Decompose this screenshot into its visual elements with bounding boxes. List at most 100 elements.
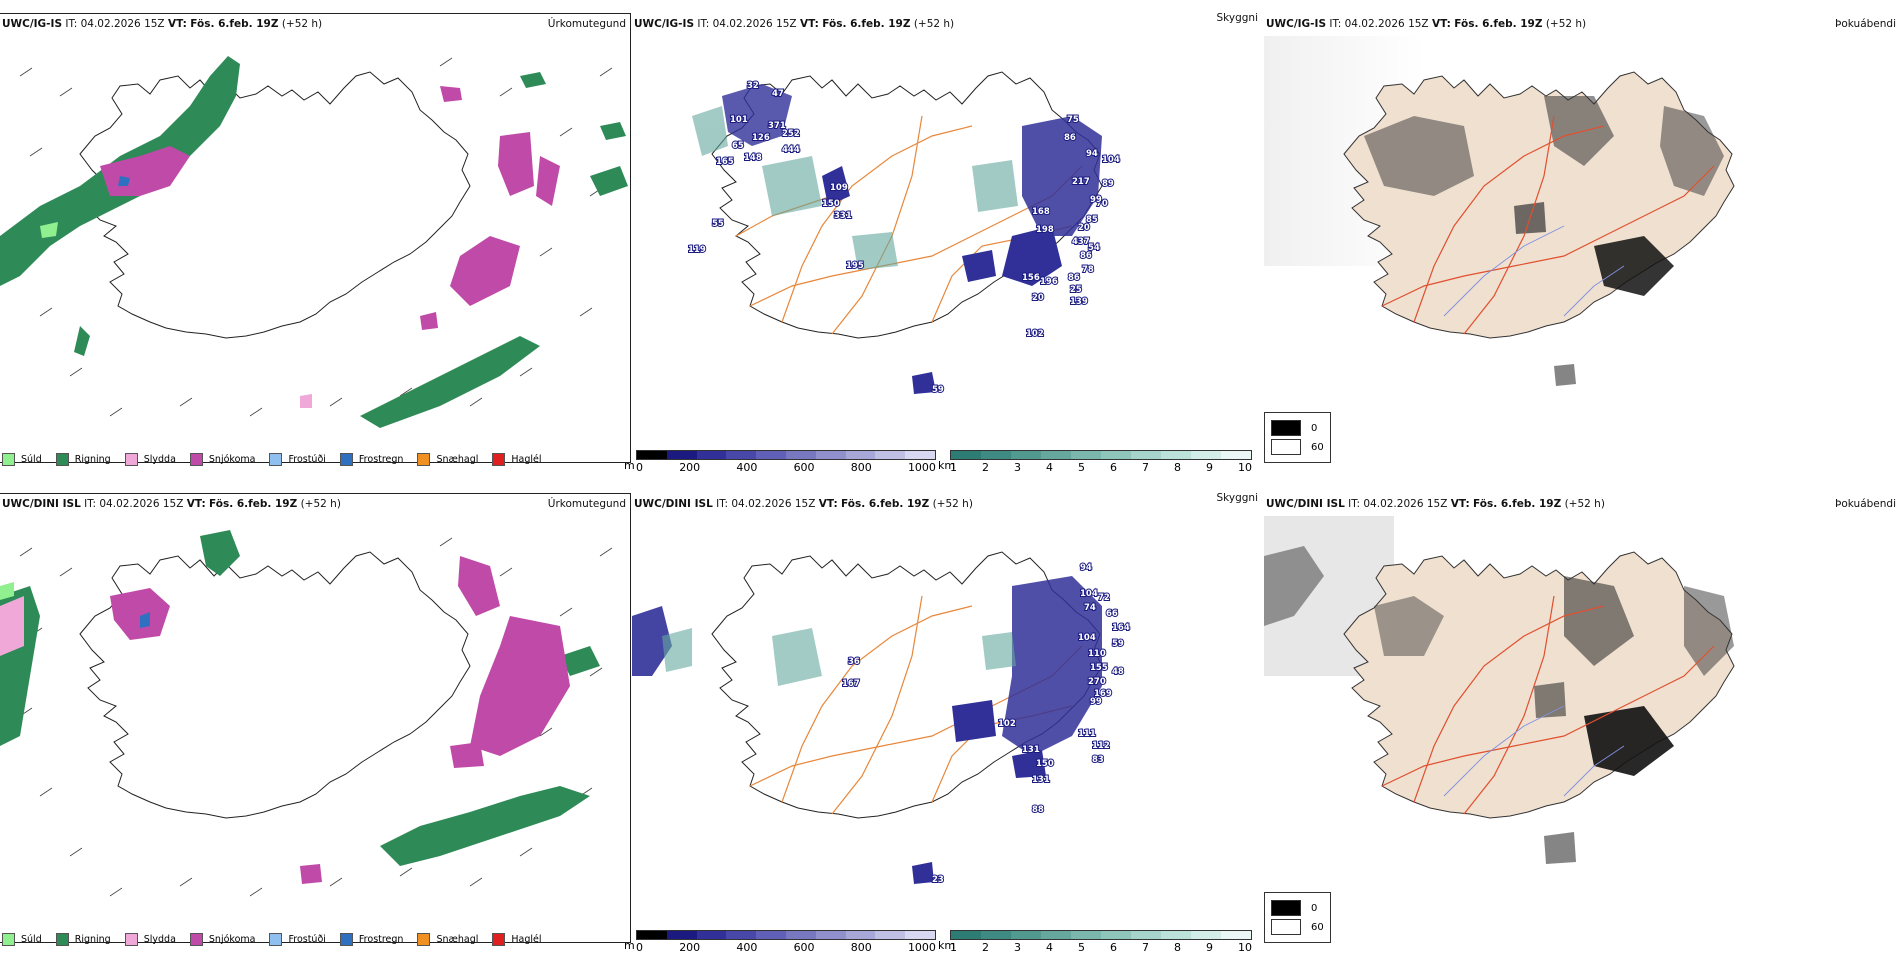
cloud-base-value: 83 xyxy=(1092,755,1104,765)
precip-type-legend: Súld Rigning Slydda Snjókoma Frostúði Frostre… xyxy=(2,450,556,468)
panel-header: UWC/IG-IS IT: 04.02.2026 15Z VT: Fös. 6.… xyxy=(2,18,626,34)
cloud-base-value: 86 xyxy=(1068,273,1080,283)
cloud-base-value: 94 xyxy=(1080,563,1092,573)
cloud-base-value: 111 xyxy=(1078,729,1096,739)
panel-title: Þokuábendi xyxy=(1835,18,1896,30)
cloud-base-value: 99 xyxy=(1090,195,1102,205)
scale-tick-label: 600 xyxy=(793,941,815,954)
cloud-base-value: 36 xyxy=(848,657,860,667)
fog-indicator-map xyxy=(1264,516,1735,864)
fog-legend-swatch xyxy=(1271,900,1301,916)
cloud-base-value: 59 xyxy=(932,385,944,395)
panel-ig-precip-type: UWC/IG-IS IT: 04.02.2026 15Z VT: Fös. 6.… xyxy=(0,13,631,466)
scale-color-cell xyxy=(1131,931,1161,939)
init-time: 04.02.2026 15Z xyxy=(99,498,184,510)
scale-color-cell xyxy=(905,451,935,459)
scale-tick-label: 400 xyxy=(736,941,758,954)
legend-item: Haglél xyxy=(492,932,542,946)
legend-item: Frostúði xyxy=(269,452,326,466)
cloud-base-value: 156 xyxy=(1022,273,1040,283)
cloud-base-value: 47 xyxy=(772,89,784,99)
cloud-base-value: 70 xyxy=(1096,199,1108,209)
scale-color-cell xyxy=(1071,931,1101,939)
cloud-base-value: 85 xyxy=(1086,215,1098,225)
cloud-base-value: 150 xyxy=(822,199,840,209)
cloud-base-value: 131 xyxy=(1032,775,1050,785)
legend-item: Rigning xyxy=(55,932,111,946)
panel-ig-cloud: UWC/IG-IS IT: 04.02.2026 15Z VT: Fös. 6.… xyxy=(624,12,1262,474)
valid-label: VT: xyxy=(818,498,838,510)
scale-color-cell xyxy=(905,931,935,939)
cloud-base-value: 25 xyxy=(1070,285,1082,295)
legend-item: Frostregn xyxy=(339,932,403,946)
cloud-base-areas xyxy=(632,576,1102,884)
road-network xyxy=(1381,595,1715,815)
valid-label: VT: xyxy=(799,18,819,30)
scale-color-cell xyxy=(726,931,757,939)
panel-ig-fog: UWC/IG-IS IT: 04.02.2026 15Z VT: Fös. 6.… xyxy=(1264,14,1900,462)
valid-time: Fös. 6.feb. 19Z xyxy=(1473,498,1562,510)
init-label: IT: xyxy=(84,498,97,510)
scale-color-cell xyxy=(726,451,757,459)
cloud-base-value: 131 xyxy=(1022,745,1040,755)
frozen-areas xyxy=(40,176,312,408)
panel-header: UWC/IG-IS IT: 04.02.2026 15Z VT: Fös. 6.… xyxy=(634,12,1258,34)
visibility-areas xyxy=(692,106,1018,270)
legend-label: Rigning xyxy=(74,933,111,945)
scale-tick-label: 1000 xyxy=(907,941,936,954)
valid-time: Fös. 6.feb. 19Z xyxy=(822,18,911,30)
scale-color-cell xyxy=(756,931,786,939)
scale-color-cell xyxy=(1011,931,1041,939)
legend-swatch xyxy=(189,452,203,466)
cloud-base-value-labels: 32 47 101 371 126 252 65 444 148 165 109 150 331 55 11… xyxy=(687,80,1121,396)
scale-color-bar xyxy=(950,930,1252,940)
cloud-base-value: 371 xyxy=(768,121,786,131)
scale-tick-label: 3 xyxy=(1014,941,1021,954)
scale-color-cell xyxy=(815,931,846,939)
scale-tick-label: 10 xyxy=(1238,461,1252,474)
legend-swatch xyxy=(492,932,506,946)
scale-tick-label: 6 xyxy=(1110,941,1117,954)
scale-tick-label: 0 xyxy=(636,941,643,954)
model-name: UWC/IG-IS xyxy=(634,18,695,30)
cloud-base-value: 104 xyxy=(1102,155,1120,165)
rivers xyxy=(1443,225,1625,317)
fog-legend-row: 60 xyxy=(1271,439,1324,455)
fog-shading xyxy=(1364,96,1724,386)
legend-label: Súld xyxy=(21,453,42,465)
scale-tick-label: 2 xyxy=(982,941,989,954)
legend-swatch xyxy=(124,452,138,466)
cloud-base-value: 99 xyxy=(1090,697,1102,707)
init-label: IT: xyxy=(716,498,729,510)
init-time: 04.02.2026 15Z xyxy=(712,18,797,30)
valid-label: VT: xyxy=(186,498,206,510)
legend-label: Frostregn xyxy=(358,453,404,465)
scale-color-cell xyxy=(1161,451,1191,459)
legend-swatch xyxy=(2,932,15,946)
scale-tick-label: 1 xyxy=(950,941,957,954)
scale-tick-label: 200 xyxy=(679,941,701,954)
scale-color-cell xyxy=(666,931,697,939)
legend-swatch xyxy=(55,452,69,466)
cloud-base-value: 86 xyxy=(1080,251,1092,261)
cloud-base-value: 217 xyxy=(1072,177,1090,187)
scale-color-cell xyxy=(756,451,786,459)
scale-tick-label: 5 xyxy=(1078,461,1085,474)
panel-dini-cloud: UWC/DINI ISL IT: 04.02.2026 15Z VT: Fös.… xyxy=(624,492,1262,954)
scale-tick-label: 4 xyxy=(1046,461,1053,474)
fog-legend-swatch xyxy=(1271,420,1301,436)
scale-color-cell xyxy=(666,451,697,459)
scale-ticks: 0 200 400 600 800 1000 xyxy=(636,941,936,955)
scale-color-cell xyxy=(1221,451,1251,459)
precip-type-legend: Súld Rigning Slydda Snjókoma Frostúði Frostre… xyxy=(2,930,556,948)
precip-map xyxy=(0,530,613,897)
cloud-visibility-map: 32 47 101 371 126 252 65 444 148 165 109 150 331 55 11… xyxy=(687,71,1121,396)
scale-ticks: 1 2 3 4 5 6 7 8 9 10 xyxy=(950,941,1252,955)
valid-time: Fös. 6.feb. 19Z xyxy=(1454,18,1543,30)
cloud-base-value: 89 xyxy=(1102,179,1114,189)
legend-swatch xyxy=(269,932,283,946)
legend-label: Slydda xyxy=(143,933,176,945)
fog-legend-label: 0 xyxy=(1311,902,1318,914)
scale-tick-label: 9 xyxy=(1206,941,1213,954)
